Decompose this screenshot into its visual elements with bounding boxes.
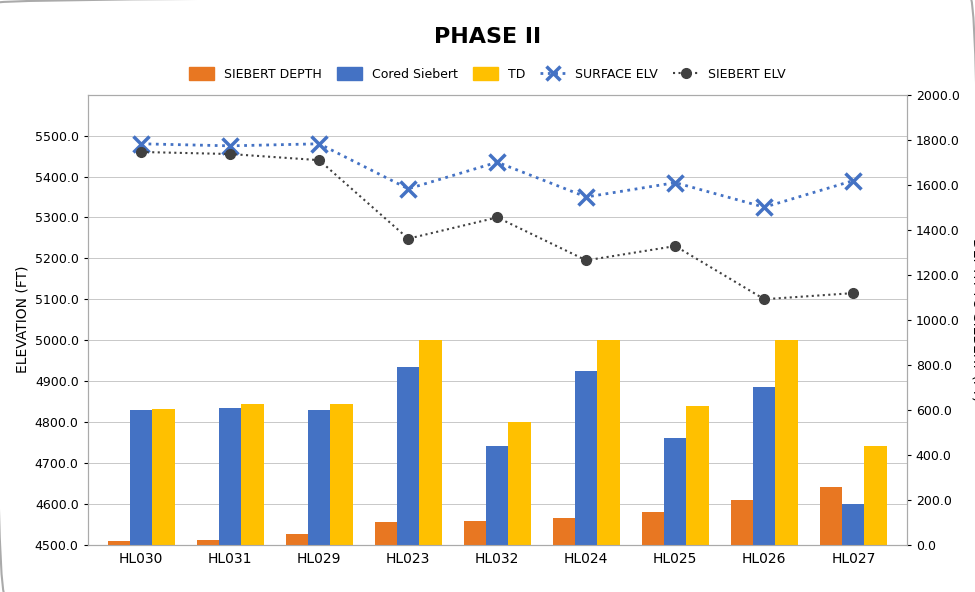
SIEBERT ELV: [491, 214, 503, 221]
Bar: [219, 408, 242, 545]
Bar: [397, 366, 419, 545]
Line: SURFACE ELV: SURFACE ELV: [133, 136, 862, 215]
SIEBERT ELV: [670, 243, 682, 250]
Bar: [575, 371, 598, 545]
Bar: [865, 446, 886, 545]
SIEBERT ELV: [403, 235, 414, 242]
Legend: SIEBERT DEPTH, Cored Siebert, TD, SURFACE ELV, SIEBERT ELV: SIEBERT DEPTH, Cored Siebert, TD, SURFAC…: [184, 63, 791, 86]
Bar: [242, 404, 263, 545]
Bar: [464, 521, 487, 545]
SIEBERT ELV: [847, 289, 859, 297]
Bar: [820, 487, 842, 545]
Bar: [419, 340, 442, 545]
SURFACE ELV: [403, 185, 414, 192]
SURFACE ELV: [313, 140, 325, 147]
SURFACE ELV: [224, 142, 236, 149]
Text: PHASE II: PHASE II: [434, 27, 541, 47]
Bar: [553, 518, 575, 545]
Line: SIEBERT ELV: SIEBERT ELV: [136, 147, 858, 304]
Bar: [664, 438, 686, 545]
SURFACE ELV: [136, 140, 147, 147]
SIEBERT ELV: [136, 149, 147, 156]
Bar: [331, 404, 353, 545]
SIEBERT ELV: [313, 157, 325, 164]
Bar: [598, 340, 620, 545]
Y-axis label: ELEVATION (FT): ELEVATION (FT): [16, 266, 29, 374]
Bar: [130, 410, 152, 545]
Bar: [686, 406, 709, 545]
Bar: [108, 541, 130, 545]
Bar: [508, 422, 530, 545]
Bar: [731, 500, 753, 545]
SIEBERT ELV: [580, 257, 592, 264]
Y-axis label: DEPTH TO SIEBERT (FT): DEPTH TO SIEBERT (FT): [971, 238, 975, 401]
SURFACE ELV: [580, 194, 592, 201]
Bar: [642, 512, 664, 545]
Bar: [286, 533, 308, 545]
Bar: [775, 340, 798, 545]
Bar: [197, 540, 219, 545]
SURFACE ELV: [847, 177, 859, 184]
Bar: [152, 409, 175, 545]
SURFACE ELV: [670, 179, 682, 186]
SURFACE ELV: [759, 204, 770, 211]
SIEBERT ELV: [759, 295, 770, 303]
Bar: [753, 387, 775, 545]
Bar: [842, 504, 865, 545]
Bar: [487, 446, 508, 545]
Bar: [308, 410, 331, 545]
SIEBERT ELV: [224, 150, 236, 157]
Bar: [374, 522, 397, 545]
SURFACE ELV: [491, 159, 503, 166]
